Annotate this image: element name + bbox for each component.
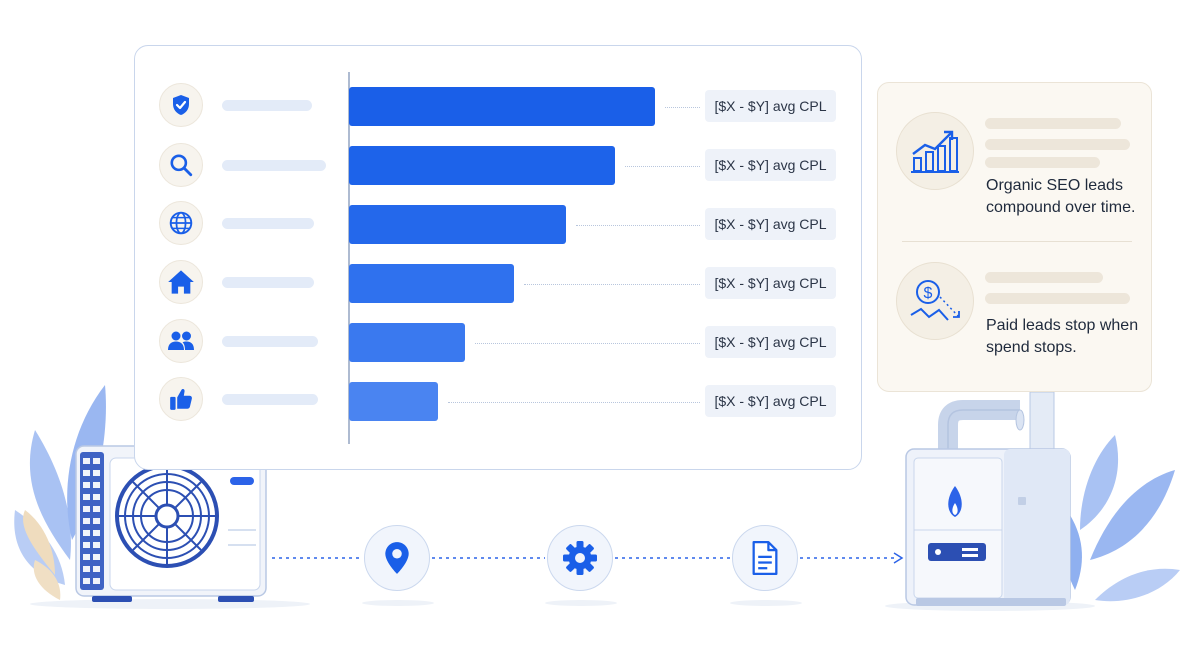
info-divider	[902, 241, 1132, 242]
flow-node-location	[364, 525, 430, 591]
row-label-placeholder	[222, 277, 314, 288]
bar-4	[349, 264, 514, 303]
bar-5	[349, 323, 465, 362]
bar-data-label: [$X - $Y] avg CPL	[705, 149, 836, 181]
row-icon-shield	[159, 83, 203, 127]
right-plant	[1063, 435, 1180, 602]
row-label-placeholder	[222, 336, 318, 347]
bar-leader-line	[475, 342, 700, 344]
flow-connector	[272, 552, 904, 564]
bar-data-label: [$X - $Y] avg CPL	[705, 267, 836, 299]
dollar-down-trend-icon: $	[910, 280, 960, 321]
furnace-unit	[885, 391, 1095, 611]
flow-node-document	[732, 525, 798, 591]
bar-data-label: [$X - $Y] avg CPL	[705, 208, 836, 240]
shield-icon	[173, 95, 189, 115]
flow-node-shadow	[730, 600, 802, 606]
info-line-placeholder	[985, 293, 1130, 304]
bar-leader-line	[524, 283, 700, 285]
bar-data-label: [$X - $Y] avg CPL	[705, 90, 836, 122]
bar-6	[349, 382, 438, 421]
bar-data-label: [$X - $Y] avg CPL	[705, 326, 836, 358]
flow-node-shadow	[362, 600, 434, 606]
row-icon-globe	[159, 201, 203, 245]
info-line-placeholder	[985, 272, 1103, 283]
location-pin-icon	[385, 542, 409, 574]
trending-chart-icon	[911, 130, 959, 173]
ac-condenser-unit	[30, 445, 310, 609]
bar-leader-line	[448, 401, 700, 403]
chart-axis	[348, 72, 350, 444]
bar-3	[349, 205, 566, 244]
house-icon	[168, 270, 194, 294]
svg-text:$: $	[924, 285, 933, 302]
row-icon-house	[159, 260, 203, 304]
row-label-placeholder	[222, 160, 326, 171]
globe-icon	[169, 211, 193, 235]
bar-leader-line	[576, 224, 700, 226]
info-icon-organic	[896, 112, 974, 190]
document-icon	[752, 541, 778, 575]
info-icon-paid: $	[896, 262, 974, 340]
row-icon-search	[159, 143, 203, 187]
bar-leader-line	[625, 165, 700, 167]
row-label-placeholder	[222, 100, 312, 111]
info-line-placeholder	[985, 157, 1100, 168]
info-line-placeholder	[985, 139, 1130, 150]
row-icon-users	[159, 319, 203, 363]
row-icon-thumbs-up	[159, 377, 203, 421]
info-text-organic: Organic SEO leads compound over time.	[986, 177, 1136, 216]
users-icon	[168, 331, 194, 350]
gear-icon	[563, 541, 597, 575]
flow-node-gear	[547, 525, 613, 591]
info-line-placeholder	[985, 118, 1121, 129]
bar-leader-line	[665, 106, 700, 108]
bar-2	[349, 146, 615, 185]
row-label-placeholder	[222, 394, 318, 405]
bar-1	[349, 87, 655, 126]
thumbs-up-icon	[170, 389, 192, 410]
row-label-placeholder	[222, 218, 314, 229]
info-text-paid: Paid leads stop when spend stops.	[986, 317, 1139, 356]
search-icon	[170, 154, 193, 177]
bar-data-label: [$X - $Y] avg CPL	[705, 385, 836, 417]
flow-node-shadow	[545, 600, 617, 606]
